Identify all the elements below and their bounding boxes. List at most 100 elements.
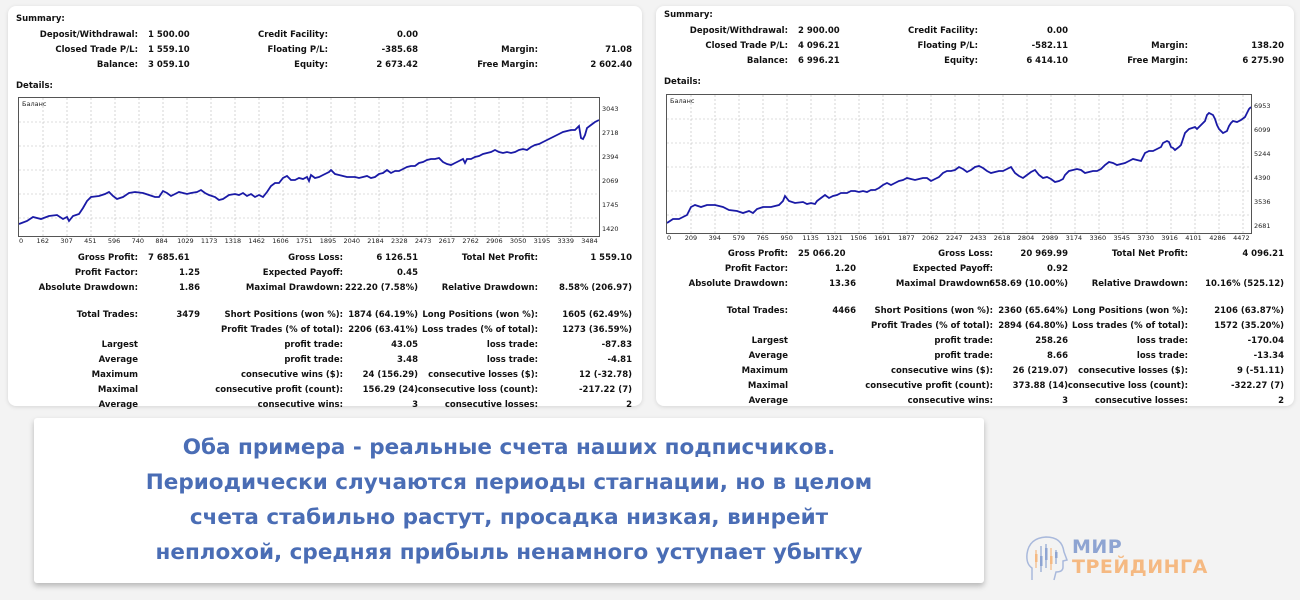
equity-label: Equity: <box>294 60 328 70</box>
profit-factor-value: 1.25 <box>179 268 200 278</box>
short-positions-value: 1874 (64.19%) <box>348 310 418 320</box>
avg-consecutive-losses-label: consecutive losses: <box>444 400 538 410</box>
avg-consecutive-losses-label: consecutive losses: <box>1094 396 1188 406</box>
average-loss-label: loss trade: <box>486 355 538 365</box>
average-profit-label: profit trade: <box>284 355 343 365</box>
absolute-drawdown-label: Absolute Drawdown: <box>38 283 138 293</box>
consecutive-wins-value: 24 (156.29) <box>362 370 418 380</box>
x-tick: 740 <box>131 237 145 245</box>
caption-line-3: счета стабильно растут, просадка низкая,… <box>189 505 829 530</box>
x-tick: 1606 <box>272 237 289 245</box>
balance-value: 3 059.10 <box>148 60 190 70</box>
short-positions-value: 2360 (65.64%) <box>998 306 1068 316</box>
x-tick: 451 <box>84 237 97 245</box>
consecutive-profit-value: 156.29 (24) <box>362 385 418 395</box>
x-tick: 0 <box>19 237 24 245</box>
consecutive-loss-value: -217.22 (7) <box>579 385 632 395</box>
profit-trades-value: 2894 (64.80%) <box>998 321 1068 331</box>
expected-payoff-label: Expected Payoff: <box>912 264 993 274</box>
details-title: Details: <box>664 77 701 87</box>
summary-title: Summary: <box>664 10 713 20</box>
deposit-value: 2 900.00 <box>798 26 840 36</box>
balance-value: 6 996.21 <box>798 56 840 66</box>
balance-chart: Баланс <box>18 97 600 237</box>
y-tick: 6953 <box>1254 102 1271 110</box>
x-tick: 579 <box>732 234 746 242</box>
x-tick: 394 <box>708 234 722 242</box>
consecutive-loss-value: -322.27 (7) <box>1231 381 1284 391</box>
x-tick: 162 <box>36 237 49 245</box>
average-loss-label: loss trade: <box>1136 351 1188 361</box>
gross-profit-label: Gross Profit: <box>77 253 138 263</box>
consecutive-losses-value: 12 (-32.78) <box>579 370 632 380</box>
x-tick: 3916 <box>1161 234 1178 242</box>
loss-trades-value: 1273 (36.59%) <box>562 325 632 335</box>
balance-chart: Баланс <box>666 94 1252 234</box>
closed-pl-value: 4 096.21 <box>798 41 840 51</box>
maximum-label: Maximum <box>91 370 138 380</box>
consecutive-wins-label: consecutive wins ($): <box>890 366 993 376</box>
consecutive-loss-label: consecutive loss (count): <box>417 385 538 395</box>
maximal-drawdown-value: 658.69 (10.00%) <box>989 279 1068 289</box>
x-tick: 2062 <box>921 234 939 242</box>
x-tick: 2989 <box>1041 234 1059 242</box>
x-tick: 2762 <box>462 237 479 245</box>
x-tick: 2328 <box>391 237 408 245</box>
summary-title: Summary: <box>16 14 65 24</box>
x-tick: 4101 <box>1185 234 1202 242</box>
x-tick: 2040 <box>343 237 361 245</box>
x-tick: 2473 <box>414 237 432 245</box>
profit-trades-value: 2206 (63.41%) <box>348 325 418 335</box>
gross-loss-label: Gross Loss: <box>938 249 993 259</box>
caption-text: Оба примера - реальные счета наших подпи… <box>34 430 984 570</box>
expected-payoff-label: Expected Payoff: <box>262 268 343 278</box>
equity-value: 2 673.42 <box>376 60 418 70</box>
balance-label: Balance: <box>96 60 138 70</box>
net-profit-label: Total Net Profit: <box>1111 249 1188 259</box>
maximal-drawdown-label: Maximal Drawdown: <box>245 283 343 293</box>
balance-chart-plot <box>667 95 1251 233</box>
caption-box: Оба примера - реальные счета наших подпи… <box>34 418 984 583</box>
x-tick: 1029 <box>177 237 194 245</box>
closed-pl-value: 1 559.10 <box>148 45 190 55</box>
x-tick: 3360 <box>1089 234 1107 242</box>
average-profit-value: 8.66 <box>1047 351 1068 361</box>
balance-chart-plot <box>19 98 599 236</box>
x-tick: 1691 <box>874 234 891 242</box>
y-tick: 2069 <box>602 177 619 185</box>
report-panel-left: Summary: Deposit/Withdrawal: 1 500.00 Cr… <box>8 6 642 410</box>
equity-label: Equity: <box>944 56 978 66</box>
largest-loss-label: loss trade: <box>486 340 538 350</box>
largest-loss-value: -87.83 <box>601 340 632 350</box>
x-tick: 2618 <box>993 234 1011 242</box>
largest-label: Largest <box>751 336 788 346</box>
x-tick: 4472 <box>1233 234 1250 242</box>
x-tick: 1506 <box>850 234 867 242</box>
largest-profit-label: profit trade: <box>934 336 993 346</box>
margin-label: Margin: <box>1151 41 1188 51</box>
x-tick: 3050 <box>509 237 527 245</box>
closed-pl-label: Closed Trade P/L: <box>705 41 788 51</box>
largest-label: Largest <box>101 340 138 350</box>
expected-payoff-value: 0.92 <box>1047 264 1068 274</box>
stats-block: Gross Profit: 7 685.61 Gross Loss: 6 126… <box>8 253 642 413</box>
relative-drawdown-value: 10.16% (525.12) <box>1205 279 1284 289</box>
x-tick: 2247 <box>945 234 963 242</box>
caption-line-1: Оба примера - реальные счета наших подпи… <box>182 435 836 460</box>
avg-consecutive-wins-value: 3 <box>1062 396 1068 406</box>
largest-profit-value: 43.05 <box>391 340 418 350</box>
x-tick: 596 <box>107 237 121 245</box>
free-margin-value: 2 602.40 <box>590 60 632 70</box>
credit-label: Credit Facility: <box>257 30 328 40</box>
credit-label: Credit Facility: <box>907 26 978 36</box>
consecutive-losses-label: consecutive losses ($): <box>428 370 538 380</box>
x-tick: 1877 <box>898 234 915 242</box>
long-positions-value: 1605 (62.49%) <box>562 310 632 320</box>
consecutive-loss-label: consecutive loss (count): <box>1067 381 1188 391</box>
absolute-drawdown-value: 13.36 <box>829 279 856 289</box>
x-tick: 3484 <box>581 237 598 245</box>
y-tick: 1420 <box>602 225 619 233</box>
stats-block: Gross Profit: 25 066.20 Gross Loss: 20 9… <box>656 249 1294 409</box>
average-label: Average <box>98 355 138 365</box>
average-label: Average <box>748 351 788 361</box>
